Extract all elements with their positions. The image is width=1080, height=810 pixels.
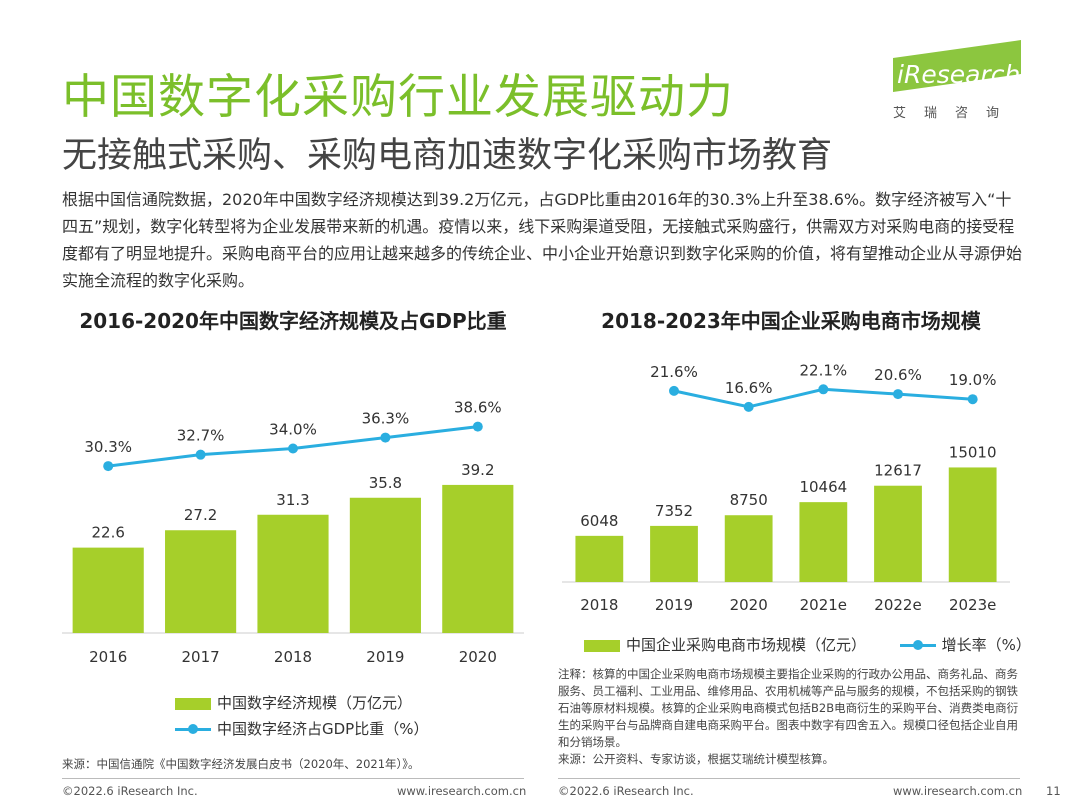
- source2-text: 来源：公开资料、专家访谈，根据艾瑞统计模型核算。: [558, 752, 834, 766]
- x-tick-2020: 2020: [730, 596, 768, 614]
- chart2-title: 2018-2023年中国企业采购电商市场规模: [601, 309, 981, 333]
- bar-2016: [72, 547, 144, 633]
- chart1: 22.6 2016 27.2 2017 31.3 2018 35.8 2019 39.2 2020…: [62, 399, 524, 666]
- x-tick-2021e: 2021e: [800, 596, 847, 614]
- line-label-2020: 16.6%: [725, 379, 773, 397]
- bar-2018: [257, 514, 329, 633]
- bar-label-2020: 39.2: [461, 461, 494, 479]
- page-title: 中国数字化采购行业发展驱动力: [62, 70, 734, 125]
- bar-label-2017: 27.2: [184, 506, 217, 524]
- bar-2019: [650, 525, 698, 582]
- line-label-2019: 21.6%: [650, 363, 698, 381]
- x-tick-2022e: 2022e: [874, 596, 921, 614]
- line-label-2021e: 22.1%: [800, 361, 848, 379]
- line-point-2020: [472, 421, 483, 432]
- bar-2023e: [948, 467, 997, 582]
- note-text: 注释：核算的中国企业采购电商市场规模主要指企业采购的行政办公用品、商务礼品、商务…: [558, 667, 1019, 749]
- footer-copyright-right: ©2022.6 iResearch Inc.: [558, 784, 694, 798]
- page-subtitle: 无接触式采购、采购电商加速数字化采购市场教育: [62, 136, 833, 176]
- line-point-2023e: [967, 394, 978, 405]
- line-point-2020: [743, 401, 754, 412]
- footer-rule-left: [62, 778, 524, 779]
- line-point-2019: [380, 432, 391, 443]
- chart1-legend-line: 中国数字经济占GDP比重（%）: [175, 718, 428, 739]
- legend-bar-swatch: [584, 639, 620, 652]
- legend-line-label: 增长率（%）: [941, 636, 1031, 654]
- chart2-note: 注释：核算的中国企业采购电商市场规模主要指企业采购的行政办公用品、商务礼品、商务…: [558, 666, 1028, 768]
- x-tick-2018: 2018: [274, 648, 312, 666]
- line-label-2020: 38.6%: [454, 399, 502, 417]
- legend-line-swatch: [899, 640, 936, 650]
- logo-cn-text: 艾瑞咨询: [893, 106, 1018, 121]
- x-tick-2019: 2019: [366, 648, 404, 666]
- intro-paragraph: 根据中国信通院数据，2020年中国数字经济规模达到39.2万亿元，占GDP比重由…: [62, 190, 1023, 290]
- chart2: 6048 2018 7352 2019 8750 2020 10464 2021e 12617 2…: [562, 361, 1010, 614]
- x-tick-2018: 2018: [580, 596, 618, 614]
- iresearch-logo: iResearch 艾瑞咨询: [893, 40, 1023, 128]
- bar-2021e: [799, 502, 848, 582]
- bar-label-2019: 35.8: [369, 474, 402, 492]
- bar-2019: [349, 497, 421, 633]
- bar-label-2021e: 10464: [799, 478, 847, 496]
- line-point-2019: [669, 385, 679, 396]
- line-point-2017: [195, 449, 206, 460]
- bar-2018: [575, 535, 624, 582]
- chart1-source: 来源：中国信通院《中国数字经济发展白皮书（2020年、2021年）》。: [62, 757, 420, 771]
- bar-2017: [165, 530, 237, 633]
- x-tick-2020: 2020: [459, 648, 497, 666]
- logo-text: iResearch: [897, 60, 1021, 89]
- line-label-2019: 36.3%: [362, 410, 410, 428]
- bar-label-2020: 8750: [730, 491, 768, 509]
- line-label-2017: 32.7%: [177, 427, 225, 445]
- x-tick-2017: 2017: [182, 648, 220, 666]
- bar-label-2018: 6048: [580, 512, 618, 530]
- footer-copyright-left: ©2022.6 iResearch Inc.: [62, 784, 198, 798]
- x-tick-2016: 2016: [89, 648, 127, 666]
- bar-2020: [724, 515, 773, 582]
- bar-2022e: [874, 485, 922, 582]
- line-point-2018: [288, 443, 298, 454]
- line-label-2016: 30.3%: [84, 438, 132, 456]
- page-number: 11: [1046, 784, 1061, 798]
- line-point-2021e: [818, 384, 829, 395]
- bar-label-2016: 22.6: [91, 524, 124, 542]
- line-point-2016: [103, 461, 114, 472]
- line-label-2023e: 19.0%: [949, 371, 997, 389]
- bar-label-2019: 7352: [655, 502, 693, 520]
- line-point-2022e: [893, 389, 903, 400]
- footer-url-left: www.iresearch.com.cn: [397, 784, 527, 798]
- legend-line-label: 中国数字经济占GDP比重（%）: [217, 720, 429, 738]
- footer-rule-right: [558, 778, 1020, 779]
- x-tick-2023e: 2023e: [949, 596, 996, 614]
- bar-label-2023e: 15010: [949, 443, 997, 461]
- legend-bar-label: 中国企业采购电商市场规模（亿元）: [626, 636, 867, 654]
- bar-2020: [442, 484, 514, 633]
- legend-bar-label: 中国数字经济规模（万亿元）: [217, 694, 413, 712]
- bar-label-2018: 31.3: [276, 491, 309, 509]
- legend-line-swatch: [175, 724, 211, 734]
- line-label-2022e: 20.6%: [874, 366, 922, 384]
- chart1-legend-bar: 中国数字经济规模（万亿元）: [175, 692, 412, 713]
- bar-label-2022e: 12617: [874, 462, 922, 480]
- footer-url-right: www.iresearch.com.cn: [893, 784, 1023, 798]
- line-label-2018: 34.0%: [269, 421, 317, 439]
- x-tick-2019: 2019: [655, 596, 693, 614]
- chart1-title: 2016-2020年中国数字经济规模及占GDP比重: [79, 309, 507, 333]
- chart2-legend: 中国企业采购电商市场规模（亿元） 增长率（%）: [584, 634, 1031, 655]
- legend-bar-swatch: [175, 697, 211, 710]
